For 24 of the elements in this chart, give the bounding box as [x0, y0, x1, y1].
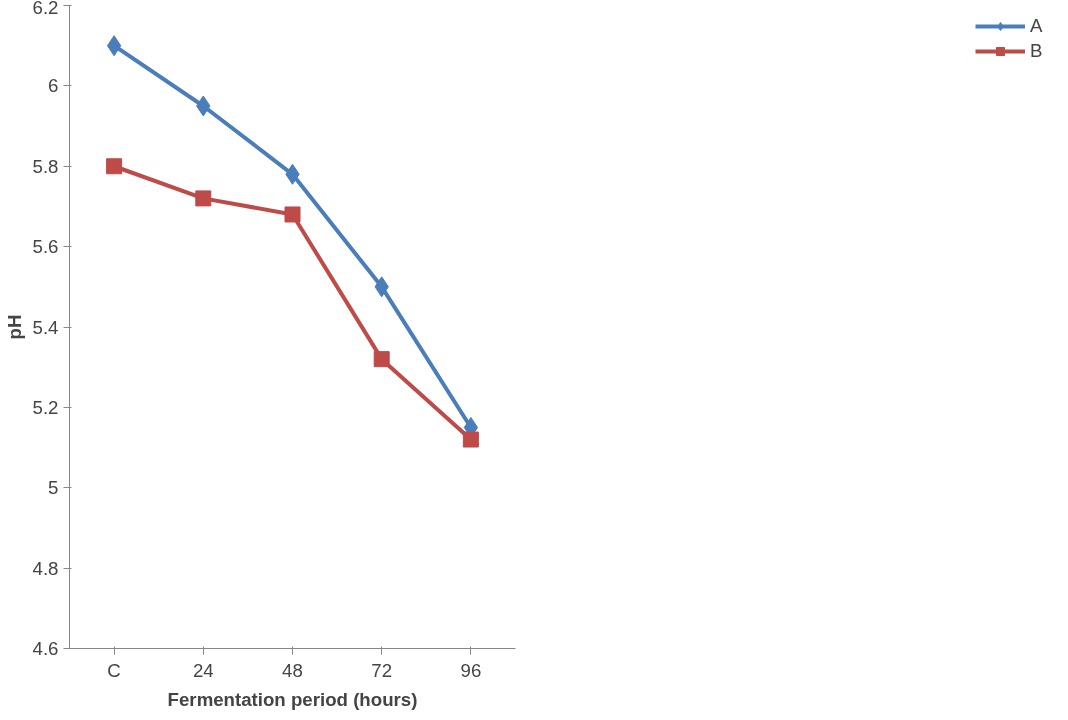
x-tick-label: 24	[192, 659, 214, 681]
y-tick-label: 5.8	[32, 155, 59, 177]
y-tick-label: 5.2	[32, 396, 59, 418]
point	[373, 351, 390, 368]
point	[106, 158, 123, 175]
point	[284, 206, 301, 223]
x-tick-label: C	[107, 659, 121, 681]
point	[462, 431, 479, 448]
y-tick-label: 5.6	[32, 236, 59, 258]
point	[106, 35, 122, 57]
x-tick-label: 48	[282, 659, 303, 681]
legend-label: B	[1030, 40, 1044, 62]
y-tick-label: 4.6	[32, 638, 59, 659]
x-tick-label: 96	[460, 659, 482, 681]
y-tick-label: 6	[48, 75, 59, 97]
x-axis-title: Fermentation period (hours)	[167, 688, 418, 710]
point	[195, 190, 212, 207]
y-axis-title: pH	[3, 314, 25, 340]
x-tick-label: 72	[371, 659, 393, 681]
y-tick-label: 5.4	[32, 316, 59, 338]
y-tick-label: 4.8	[32, 557, 59, 579]
y-tick-label: 5	[48, 477, 59, 499]
legend-label: A	[1030, 15, 1044, 37]
y-tick-label: 6.2	[32, 0, 59, 18]
